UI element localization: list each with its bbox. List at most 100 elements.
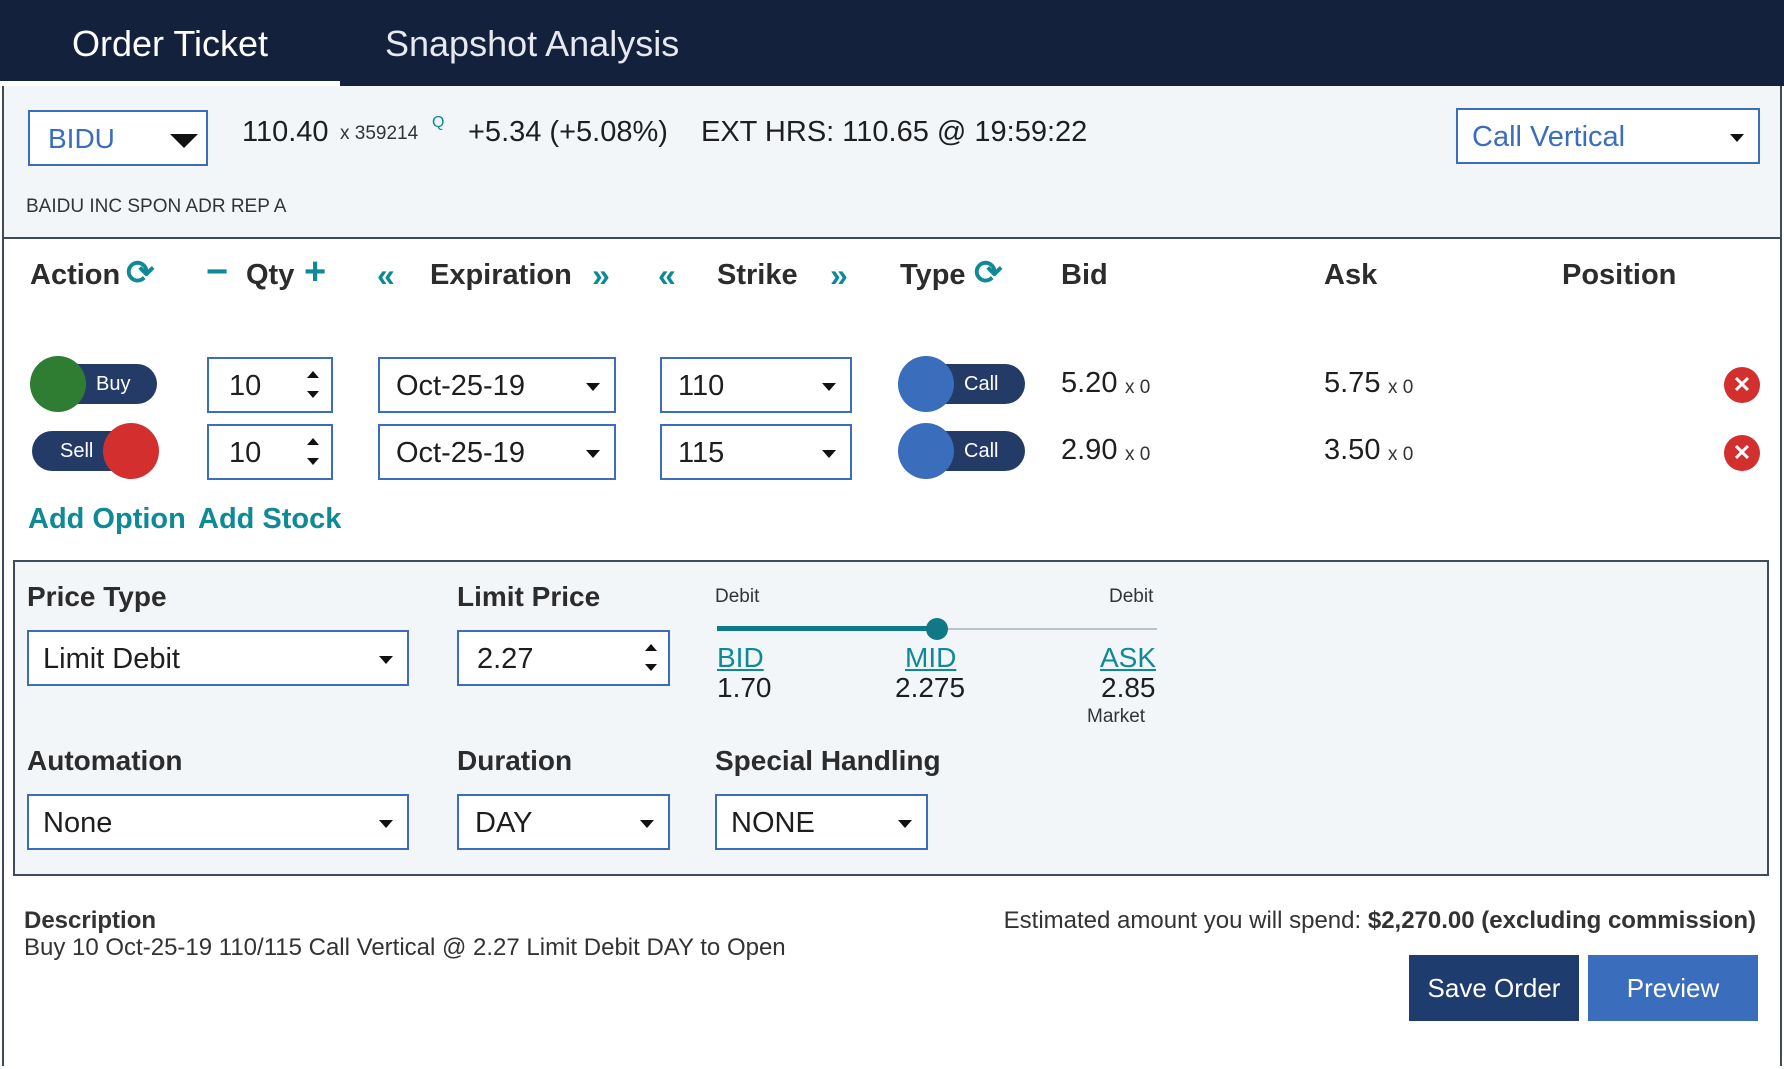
add-stock-link[interactable]: Add Stock (198, 503, 342, 535)
extended-hours-quote: EXT HRS: 110.65 @ 19:59:22 (701, 116, 1088, 148)
plus-icon[interactable]: + (304, 251, 327, 293)
add-option-link[interactable]: Add Option (28, 503, 186, 535)
action-toggle-sell[interactable]: Sell (32, 423, 159, 479)
increment-icon[interactable] (307, 371, 319, 378)
chevron-down-icon[interactable] (640, 820, 654, 828)
toggle-knob (898, 356, 954, 412)
chevron-down-icon[interactable] (379, 656, 393, 664)
next-strike-icon[interactable]: » (830, 257, 848, 293)
ask-price: 5.75 (1324, 367, 1381, 399)
decrement-icon[interactable] (645, 664, 657, 671)
bid-link[interactable]: BID (717, 642, 764, 673)
symbol-header: BIDU 110.40 x 359214 Q +5.34 (+5.08%) EX… (4, 86, 1780, 236)
limit-price-label: Limit Price (457, 581, 601, 612)
last-price: 110.40 (242, 116, 329, 148)
qty-value: 10 (229, 437, 262, 469)
ask-size: x 0 (1388, 377, 1414, 398)
type-toggle[interactable]: Call (898, 423, 1025, 479)
price-slider-fill (717, 626, 937, 631)
price-change: +5.34 (+5.08%) (468, 116, 668, 148)
increment-icon[interactable] (645, 644, 657, 651)
expiration-value: Oct-25-19 (396, 370, 525, 402)
estimated-spend: Estimated amount you will spend: $2,270.… (1004, 907, 1756, 935)
chevron-down-icon[interactable] (1730, 134, 1744, 142)
column-header-action: Action (30, 259, 121, 291)
chevron-down-icon[interactable] (822, 383, 836, 391)
automation-label: Automation (27, 745, 183, 776)
action-label: Buy (96, 373, 131, 395)
expiration-select[interactable]: Oct-25-19 (378, 357, 616, 413)
column-header-qty: Qty (246, 259, 295, 291)
preview-button[interactable]: Preview (1588, 955, 1758, 1021)
symbol-value: BIDU (48, 123, 115, 154)
chevron-down-icon[interactable] (586, 383, 600, 391)
ask-price: 3.50 (1324, 434, 1381, 466)
column-header-position: Position (1562, 259, 1677, 291)
strategy-value: Call Vertical (1472, 121, 1626, 153)
special-handling-value: NONE (731, 807, 815, 839)
description-text: Buy 10 Oct-25-19 110/115 Call Vertical @… (24, 934, 786, 961)
minus-icon[interactable]: − (206, 251, 229, 293)
column-header-bid: Bid (1061, 259, 1108, 291)
price-type-select[interactable]: Limit Debit (27, 630, 409, 686)
qty-input[interactable]: 10 (207, 424, 333, 480)
swap-action-icon[interactable]: ⟳ (126, 254, 155, 292)
type-toggle[interactable]: Call (898, 356, 1025, 412)
toggle-knob (30, 356, 86, 412)
duration-select[interactable]: DAY (457, 794, 670, 850)
prev-expiration-icon[interactable]: « (377, 257, 395, 293)
order-settings: Price Type Limit Debit Limit Price 2.27 … (13, 560, 1769, 876)
estimated-spend-label: Estimated amount you will spend: (1003, 907, 1362, 934)
remove-leg-icon[interactable]: ✕ (1724, 367, 1760, 403)
strike-select[interactable]: 115 (660, 424, 852, 480)
decrement-icon[interactable] (307, 391, 319, 398)
market-label: Market (1087, 706, 1146, 727)
company-name: BAIDU INC SPON ADR REP A (26, 196, 287, 217)
chevron-down-icon[interactable] (170, 134, 198, 148)
limit-price-input[interactable]: 2.27 (457, 630, 670, 686)
automation-value: None (43, 807, 113, 839)
increment-icon[interactable] (307, 438, 319, 445)
mid-link[interactable]: MID (905, 642, 957, 673)
description-label: Description (24, 907, 157, 934)
qty-value: 10 (229, 370, 262, 402)
decrement-icon[interactable] (307, 458, 319, 465)
top-tab-bar: Order Ticket Snapshot Analysis (0, 0, 1784, 86)
strike-value: 110 (678, 370, 725, 402)
chevron-down-icon[interactable] (898, 820, 912, 828)
type-label: Call (964, 373, 999, 395)
swap-type-icon[interactable]: ⟳ (974, 254, 1003, 292)
action-toggle-buy[interactable]: Buy (30, 356, 157, 412)
automation-select[interactable]: None (27, 794, 409, 850)
ask-link[interactable]: ASK (1100, 642, 1157, 673)
duration-label: Duration (457, 745, 573, 776)
tab-order-ticket[interactable]: Order Ticket (0, 0, 340, 86)
next-expiration-icon[interactable]: » (592, 257, 610, 293)
duration-value: DAY (475, 807, 533, 839)
slider-mid-value: 2.275 (895, 672, 966, 703)
toggle-knob (898, 423, 954, 479)
ask-size: x 0 (1388, 444, 1414, 465)
chevron-down-icon[interactable] (822, 450, 836, 458)
bid-price: 5.20 (1061, 367, 1118, 399)
qty-input[interactable]: 10 (207, 357, 333, 413)
strike-value: 115 (678, 437, 725, 469)
symbol-select[interactable]: BIDU (28, 110, 208, 166)
strike-select[interactable]: 110 (660, 357, 852, 413)
prev-strike-icon[interactable]: « (658, 257, 676, 293)
price-slider-handle[interactable] (926, 618, 948, 640)
expiration-select[interactable]: Oct-25-19 (378, 424, 616, 480)
column-header-ask: Ask (1324, 259, 1378, 291)
strategy-select[interactable]: Call Vertical (1456, 108, 1760, 164)
quote-size: x 359214 (340, 123, 419, 144)
type-label: Call (964, 440, 999, 462)
chevron-down-icon[interactable] (586, 450, 600, 458)
column-header-expiration: Expiration (430, 259, 572, 291)
remove-leg-icon[interactable]: ✕ (1724, 435, 1760, 471)
tab-snapshot-analysis[interactable]: Snapshot Analysis (385, 23, 680, 64)
slider-right-label: Debit (1109, 586, 1154, 607)
special-handling-select[interactable]: NONE (715, 794, 928, 850)
save-order-button[interactable]: Save Order (1409, 955, 1579, 1021)
special-handling-label: Special Handling (715, 745, 941, 776)
chevron-down-icon[interactable] (379, 820, 393, 828)
